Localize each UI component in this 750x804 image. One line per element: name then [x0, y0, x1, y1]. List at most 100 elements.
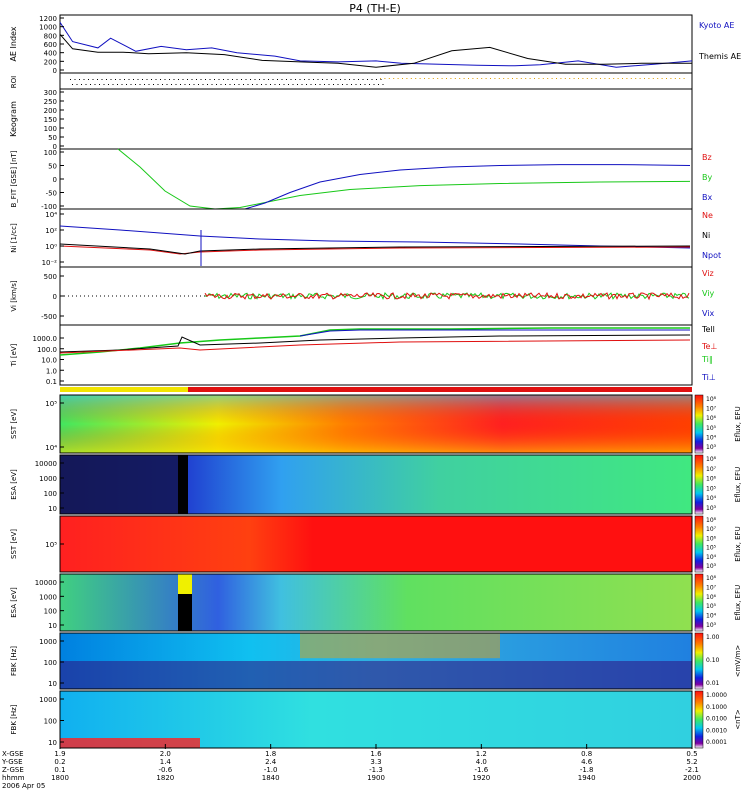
sst-electron-colorbar	[694, 515, 704, 573]
bfield-ytick-label: 0	[53, 176, 57, 184]
roi-dot	[234, 84, 235, 85]
roi-dot	[560, 78, 562, 79]
roi-dot	[288, 84, 289, 85]
esa-ion-panel: 10⁸ 10⁷ 10⁶ 10⁵ 10⁴ 10³ Eflux, EFU ESA [eV] 1000…	[10, 454, 742, 515]
esa-electron-frame	[59, 573, 693, 632]
density-ytick-label: 10⁰	[45, 243, 57, 251]
fbk-b-colorbar-label: 0.0010	[706, 727, 727, 734]
ae-ytick-label: 0	[53, 67, 57, 75]
sst-electron-ylabel: SST [eV]	[10, 529, 18, 559]
keogram-ytick-label: 50	[48, 134, 57, 142]
roi-dot	[358, 79, 359, 80]
sst-ion-ytick-label: 10⁵	[45, 400, 57, 408]
roi-dot	[83, 79, 85, 80]
roi-dot	[106, 79, 107, 80]
roi-dot	[441, 78, 443, 79]
roi-dot	[250, 79, 251, 80]
roi-dot	[476, 78, 478, 79]
time-axis-tick-label: 1920	[472, 774, 490, 782]
esa-electron-burst	[178, 574, 192, 594]
esa-electron-colorbar-label: 10⁶	[706, 594, 717, 601]
esa-electron-colorbar-label: 10⁸	[706, 575, 717, 582]
roi-dot	[164, 79, 166, 80]
roi-dot	[622, 78, 623, 79]
temperature-ytick-label: 0.1	[46, 378, 57, 386]
roi-panel: ROI	[10, 72, 693, 90]
sst-ion-overlay	[60, 395, 692, 453]
roi-dot	[380, 79, 382, 80]
roi-dot	[160, 79, 161, 80]
fbk-e-panel: 1.00 0.10 0.01 <mV/m> FBK [Hz] 1000 100 10	[10, 632, 742, 690]
sst-electron-spectrogram	[60, 516, 692, 572]
fbk-e-ytick-label: 1000	[39, 638, 57, 646]
ae-ytick-label: 1000	[39, 24, 57, 32]
roi-dot	[324, 84, 325, 85]
roi-dot	[232, 79, 233, 80]
time-axis-tick-label: -2.1	[685, 766, 699, 774]
roi-dot	[463, 78, 465, 79]
roi-dot	[520, 78, 522, 79]
fbk-b-ylabel: FBK [Hz]	[10, 704, 18, 734]
fbk-e-ytick-label: 10	[48, 680, 57, 688]
sst-ion-ytick-label: 10⁴	[45, 444, 57, 452]
roi-dot	[173, 79, 175, 80]
ae-ytick-label: 600	[44, 41, 57, 49]
esa-ion-colorbar-label: 10⁵	[706, 485, 717, 492]
roi-dot	[243, 84, 244, 85]
sst-ion-colorbar-label: 10³	[706, 444, 717, 451]
roi-dot	[516, 78, 518, 79]
keogram-panel-frame	[59, 88, 693, 150]
sst-electron-ytick-label: 10⁵	[45, 541, 57, 549]
ae-ytick-label: 800	[44, 32, 57, 40]
roi-dot	[534, 78, 535, 79]
roi-dot	[290, 79, 292, 80]
roi-dot	[591, 78, 593, 79]
roi-dot	[670, 78, 672, 79]
roi-dot	[297, 84, 298, 85]
fbk-b-colorbar-title: <nT>	[734, 709, 742, 730]
roi-dot	[349, 79, 350, 80]
ni-line	[59, 243, 691, 255]
fbk-b-ytick-label: 1000	[39, 696, 57, 704]
keogram-ytick-label: 100	[44, 125, 57, 133]
esa-ion-colorbar-label: 10⁸	[706, 456, 717, 463]
fbk-b-colorbar-label: 0.1000	[706, 704, 727, 711]
velocity-ytick-label: 500	[44, 273, 57, 281]
legend-by: By	[702, 173, 712, 182]
legend-bz: Bz	[702, 153, 712, 162]
esa-ion-colorbar-label: 10⁶	[706, 476, 717, 483]
roi-dot	[369, 84, 370, 85]
bfield-panel-frame	[59, 148, 693, 210]
roi-dot	[630, 78, 632, 79]
roi-dot	[485, 78, 487, 79]
tiperp-line	[299, 329, 690, 337]
legend-bx: Bx	[702, 193, 712, 202]
roi-dot	[121, 84, 123, 85]
time-axis-tick-label: 1.4	[160, 758, 172, 766]
roi-dot	[281, 79, 283, 80]
bx-line	[244, 164, 691, 210]
roi-dot	[191, 79, 193, 80]
roi-dot	[344, 79, 346, 80]
esa-ion-noise	[60, 455, 188, 514]
roi-dot	[679, 78, 681, 79]
roi-dot	[216, 84, 217, 85]
esa-ion-ytick-label: 1000	[39, 475, 57, 483]
roi-dot	[200, 79, 202, 80]
bfield-ytick-label: 100	[44, 149, 57, 157]
velocity-ytick-label: -500	[41, 313, 57, 321]
roi-dot	[360, 84, 361, 85]
sst-ion-colorbar-label: 10⁷	[706, 406, 717, 413]
roi-dot	[578, 78, 579, 79]
roi-dot	[362, 79, 364, 80]
roi-dot	[139, 84, 141, 85]
time-axis-tick-label: 4.0	[476, 758, 487, 766]
roi-dot	[272, 79, 274, 80]
mode-bar-slow	[60, 387, 188, 392]
roi-dot	[301, 84, 303, 85]
roi-dot	[205, 79, 206, 80]
roi-dot	[507, 78, 509, 79]
roi-dot	[683, 78, 685, 79]
roi-dot	[218, 79, 220, 80]
viz-line	[204, 292, 690, 301]
